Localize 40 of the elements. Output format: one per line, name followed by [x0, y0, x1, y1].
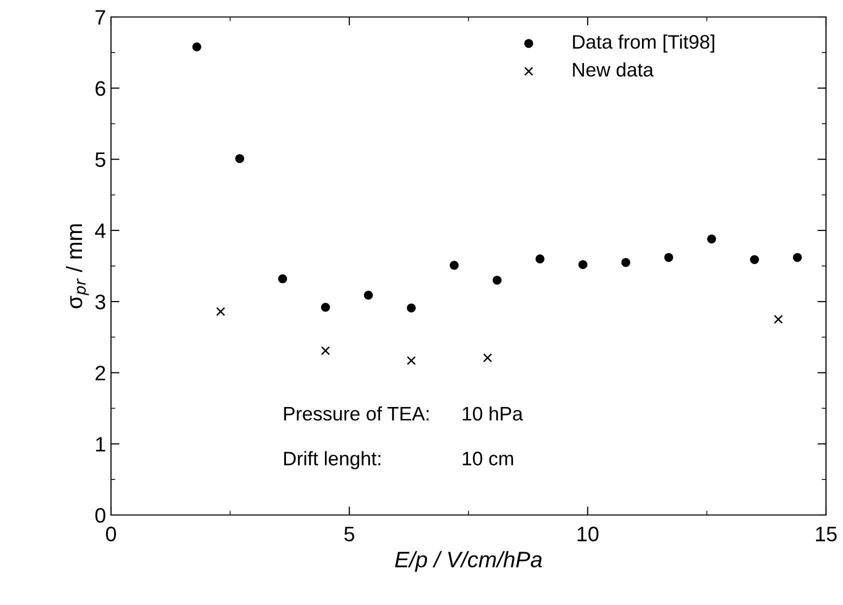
y-tick-label: 4 [95, 224, 106, 238]
y-axis-title: σ$_{pr}$ / mm [66, 224, 89, 308]
legend-label: New data [573, 62, 654, 77]
x-tick-label: 10 [578, 526, 598, 542]
point [321, 302, 330, 312]
point [406, 303, 416, 312]
point [321, 346, 330, 356]
point [750, 255, 759, 264]
y-tick-label: 0 [95, 508, 106, 523]
y-tick-label: 5 [95, 152, 106, 168]
annotation: Pressure of TEA: [284, 406, 429, 421]
point [216, 307, 226, 316]
point [792, 252, 802, 262]
x-axis-title: E/p / V/cm/hPa [395, 551, 542, 572]
annotation: Drift lenght: [284, 451, 380, 470]
point [707, 234, 716, 244]
x-tick-label: 15 [816, 526, 837, 542]
x-tick-label: 5 [344, 526, 354, 542]
point [483, 353, 492, 362]
x-tick-label: 0 [106, 526, 116, 542]
point [621, 258, 630, 267]
point [578, 260, 588, 270]
point [406, 356, 416, 366]
y-tick-label: 3 [95, 294, 106, 310]
y-tick-label: 6 [96, 81, 106, 96]
point [364, 290, 373, 300]
point [536, 254, 544, 264]
point [664, 252, 674, 262]
y-tick-label: 7 [96, 10, 106, 25]
point [192, 42, 202, 52]
point [450, 260, 459, 270]
annotation: 10 cm [462, 452, 514, 466]
point [235, 154, 244, 164]
y-tick-label: 2 [96, 366, 106, 380]
point [278, 274, 288, 284]
point [774, 314, 783, 324]
point [492, 276, 502, 285]
annotation: 10 hPa [462, 406, 523, 421]
legend-label: Data from [Tit98] [573, 34, 714, 53]
y-tick-label: 1 [96, 437, 106, 452]
